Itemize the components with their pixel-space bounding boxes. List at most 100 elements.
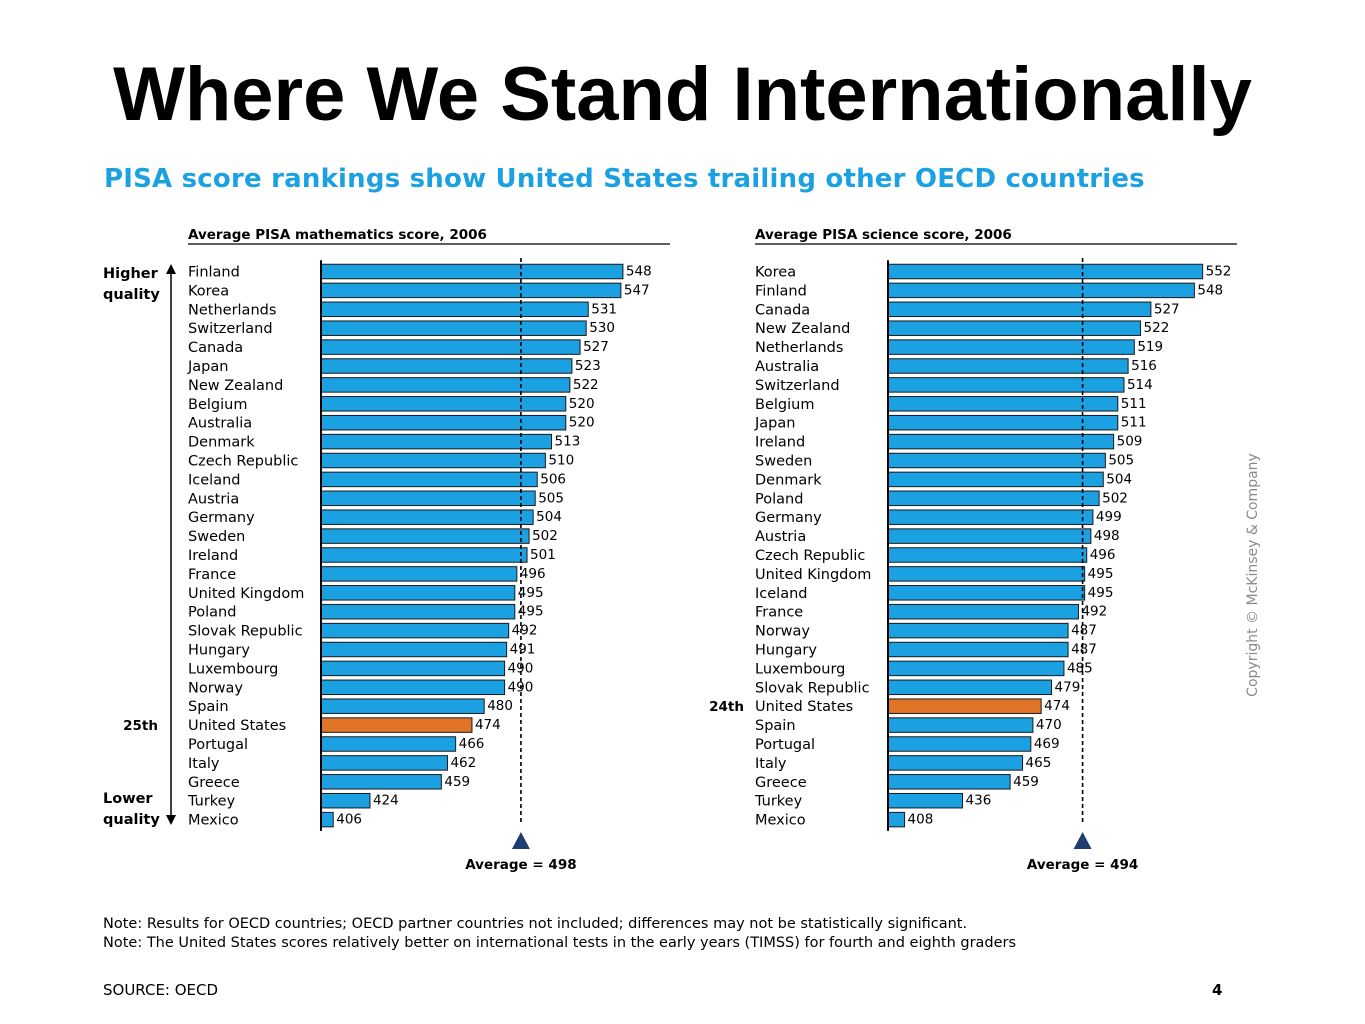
math-category-label-finland: Finland <box>188 265 240 281</box>
math-value-label-iceland: 506 <box>540 471 566 487</box>
math-category-label-austria: Austria <box>188 491 239 507</box>
math-bar-france <box>320 566 518 582</box>
science-rank-label: 24th <box>709 699 744 715</box>
science-bar-finland <box>887 282 1195 299</box>
science-value-label-japan: 511 <box>1121 415 1147 431</box>
science-category-label-japan: Japan <box>754 416 795 432</box>
math-value-label-luxembourg: 490 <box>508 660 534 676</box>
math-value-label-finland: 548 <box>626 264 652 280</box>
math-category-label-turkey: Turkey <box>187 794 236 810</box>
science-value-label-ireland: 509 <box>1117 434 1143 450</box>
science-bar-slovak-republic <box>887 679 1053 696</box>
science-value-label-canada: 527 <box>1154 301 1180 317</box>
science-bar-netherlands <box>887 339 1135 355</box>
science-category-label-italy: Italy <box>755 756 787 772</box>
science-chart-title: Average PISA science score, 2006 <box>755 227 1012 243</box>
science-value-label-mexico: 408 <box>908 812 934 828</box>
higher-quality-label-1: Higher <box>103 266 159 282</box>
science-category-label-czech-republic: Czech Republic <box>755 548 865 564</box>
math-category-label-germany: Germany <box>188 510 255 526</box>
science-bar-iceland <box>887 585 1086 601</box>
math-bar-new-zealand <box>320 377 571 393</box>
chart-heading: PISA score rankings show United States t… <box>104 164 1145 194</box>
math-value-label-italy: 462 <box>450 755 476 771</box>
math-bar-germany <box>320 509 534 525</box>
science-value-label-korea: 552 <box>1206 264 1232 280</box>
math-category-label-mexico: Mexico <box>188 813 239 829</box>
science-bar-ireland <box>887 433 1115 450</box>
science-bar-switzerland <box>887 377 1125 393</box>
science-average-marker <box>1073 832 1092 849</box>
math-value-label-hungary: 491 <box>510 642 536 658</box>
lower-quality-label-1: Lower <box>103 791 153 807</box>
science-value-label-iceland: 495 <box>1088 585 1114 601</box>
math-value-label-belgium: 520 <box>569 396 595 412</box>
science-category-label-switzerland: Switzerland <box>755 378 840 394</box>
science-category-label-denmark: Denmark <box>755 472 822 488</box>
science-bar-italy <box>887 755 1024 771</box>
math-category-label-belgium: Belgium <box>188 397 247 413</box>
science-category-label-new-zealand: New Zealand <box>755 321 850 337</box>
math-category-label-denmark: Denmark <box>188 435 255 451</box>
math-category-label-hungary: Hungary <box>188 643 250 659</box>
math-value-label-france: 496 <box>520 566 546 582</box>
math-value-label-ireland: 501 <box>530 547 556 563</box>
science-bar-australia <box>887 358 1129 374</box>
math-value-label-germany: 504 <box>536 509 562 525</box>
math-bar-czech-republic <box>320 452 546 469</box>
math-bar-luxembourg <box>320 660 506 677</box>
math-bar-poland <box>320 603 516 620</box>
page-number: 4 <box>1212 981 1223 999</box>
science-value-label-belgium: 511 <box>1121 396 1147 412</box>
science-bar-france <box>887 603 1079 620</box>
math-value-label-united-kingdom: 495 <box>518 585 544 601</box>
math-bar-switzerland <box>320 320 587 336</box>
math-bar-iceland <box>320 471 538 488</box>
higher-quality-label-2: quality <box>103 287 160 303</box>
math-category-label-france: France <box>188 567 236 583</box>
math-bar-spain <box>320 698 485 714</box>
math-value-label-netherlands: 531 <box>591 301 617 317</box>
math-category-label-united-states: United States <box>188 718 286 734</box>
science-value-label-france: 492 <box>1081 604 1107 620</box>
science-category-label-germany: Germany <box>755 510 822 526</box>
math-bar-netherlands <box>320 301 589 318</box>
science-value-label-united-states: 474 <box>1044 698 1070 714</box>
science-category-label-sweden: Sweden <box>755 454 812 470</box>
science-category-label-united-kingdom: United Kingdom <box>755 567 871 583</box>
math-category-label-canada: Canada <box>188 340 243 356</box>
lower-quality-label-2: quality <box>103 812 160 828</box>
math-bar-portugal <box>320 736 457 752</box>
science-category-label-poland: Poland <box>755 491 803 507</box>
science-category-label-norway: Norway <box>755 624 810 640</box>
science-bar-spain <box>887 717 1034 733</box>
math-rank-label: 25th <box>123 718 158 734</box>
math-bar-ireland <box>320 547 528 563</box>
science-category-label-korea: Korea <box>755 265 796 281</box>
math-bar-austria <box>320 490 536 507</box>
science-value-label-greece: 459 <box>1013 774 1039 790</box>
note-1: Note: Results for OECD countries; OECD p… <box>103 916 968 932</box>
science-bar-greece <box>887 774 1011 790</box>
science-bar-new-zealand <box>887 320 1142 336</box>
science-bar-austria <box>887 528 1092 544</box>
math-value-label-canada: 527 <box>583 339 609 355</box>
science-bar-poland <box>887 490 1100 507</box>
math-category-label-poland: Poland <box>188 605 236 621</box>
math-category-label-korea: Korea <box>188 283 229 299</box>
math-value-label-mexico: 406 <box>336 812 362 828</box>
copyright-text: Copyright © McKinsey & Company <box>1245 453 1261 697</box>
math-value-label-japan: 523 <box>575 358 601 374</box>
science-bar-luxembourg <box>887 660 1065 677</box>
math-chart-title: Average PISA mathematics score, 2006 <box>188 227 487 243</box>
math-category-label-luxembourg: Luxembourg <box>188 661 278 677</box>
math-category-label-greece: Greece <box>188 775 240 791</box>
math-category-label-norway: Norway <box>188 680 243 696</box>
science-bar-germany <box>887 509 1094 525</box>
math-category-label-spain: Spain <box>188 699 229 715</box>
science-bar-czech-republic <box>887 547 1088 563</box>
math-category-label-slovak-republic: Slovak Republic <box>188 624 303 640</box>
math-bar-sweden <box>320 528 530 544</box>
math-category-label-netherlands: Netherlands <box>188 302 276 318</box>
